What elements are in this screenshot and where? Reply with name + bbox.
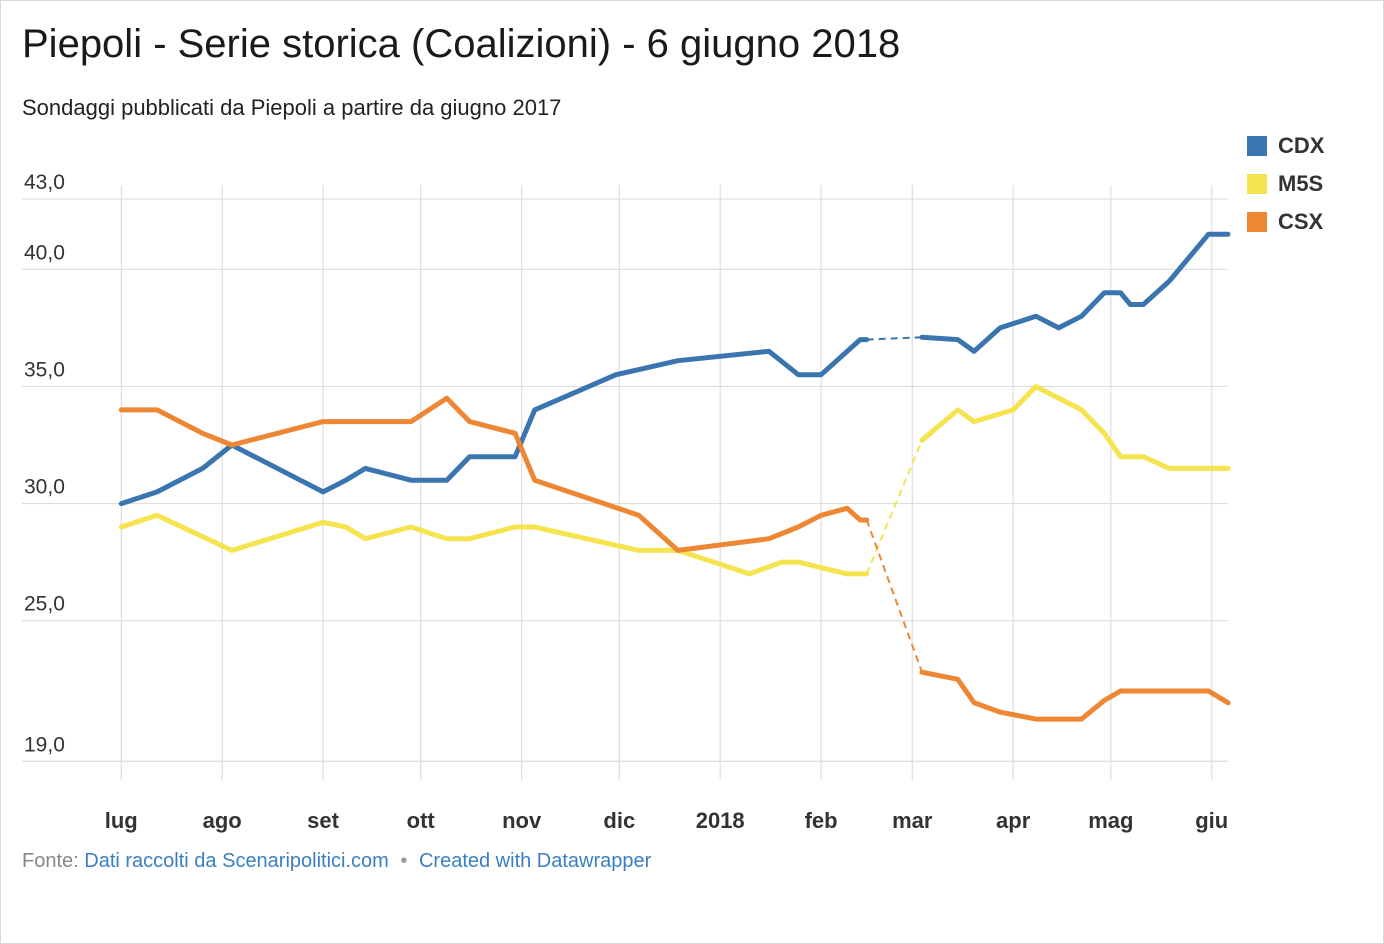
legend-item-m5s: M5S: [1247, 165, 1324, 203]
x-tick-label: ago: [203, 808, 242, 833]
chart-subtitle: Sondaggi pubblicati da Piepoli a partire…: [22, 95, 562, 120]
source-link[interactable]: Dati raccolti da Scenaripolitici.com: [84, 850, 389, 872]
footer-separator: •: [400, 850, 408, 872]
y-tick-label: 40,0: [24, 241, 65, 264]
chart-legend: CDX M5S CSX: [1247, 127, 1324, 241]
legend-label-cdx: CDX: [1278, 133, 1325, 158]
series-line-cdx: [919, 231, 1231, 354]
x-tick-label: nov: [502, 808, 542, 833]
x-tick-label: mag: [1088, 808, 1133, 833]
legend-swatch-cdx: [1247, 136, 1267, 156]
source-label: Fonte:: [22, 850, 79, 872]
x-tick-label: feb: [805, 808, 838, 833]
chart-title: Piepoli - Serie storica (Coalizioni) - 6…: [22, 22, 901, 66]
x-tick-label: giu: [1195, 808, 1228, 833]
x-tick-label: set: [307, 808, 339, 833]
y-tick-label: 25,0: [24, 593, 65, 616]
legend-label-m5s: M5S: [1278, 171, 1324, 196]
x-tick-label: apr: [996, 808, 1031, 833]
y-tick-label: 43,0: [24, 171, 65, 194]
credit-link[interactable]: Created with Datawrapper: [418, 850, 652, 872]
x-tick-label: dic: [603, 808, 635, 833]
y-tick-label: 19,0: [24, 733, 65, 756]
legend-swatch-csx: [1247, 212, 1267, 232]
series-gap-csx: [865, 519, 923, 673]
series-line-m5s: [919, 384, 1231, 471]
x-tick-label: ott: [407, 808, 436, 833]
legend-item-csx: CSX: [1247, 203, 1324, 241]
chart-footer: Fonte: Dati raccolti da Scenaripolitici.…: [22, 850, 651, 873]
x-tick-label: mar: [892, 808, 933, 833]
y-tick-label: 35,0: [24, 358, 65, 381]
series-gap-m5s: [865, 439, 923, 575]
legend-label-csx: CSX: [1278, 209, 1324, 234]
series-line-csx: [919, 669, 1231, 722]
series-line-m5s: [118, 512, 870, 577]
x-tick-label: 2018: [696, 808, 745, 833]
series-line-csx: [118, 395, 870, 553]
x-tick-label: lug: [105, 808, 138, 833]
y-tick-label: 30,0: [24, 476, 65, 499]
legend-swatch-m5s: [1247, 174, 1267, 194]
series-line-cdx: [118, 337, 870, 507]
series-gap-cdx: [866, 336, 923, 341]
legend-item-cdx: CDX: [1247, 127, 1324, 165]
